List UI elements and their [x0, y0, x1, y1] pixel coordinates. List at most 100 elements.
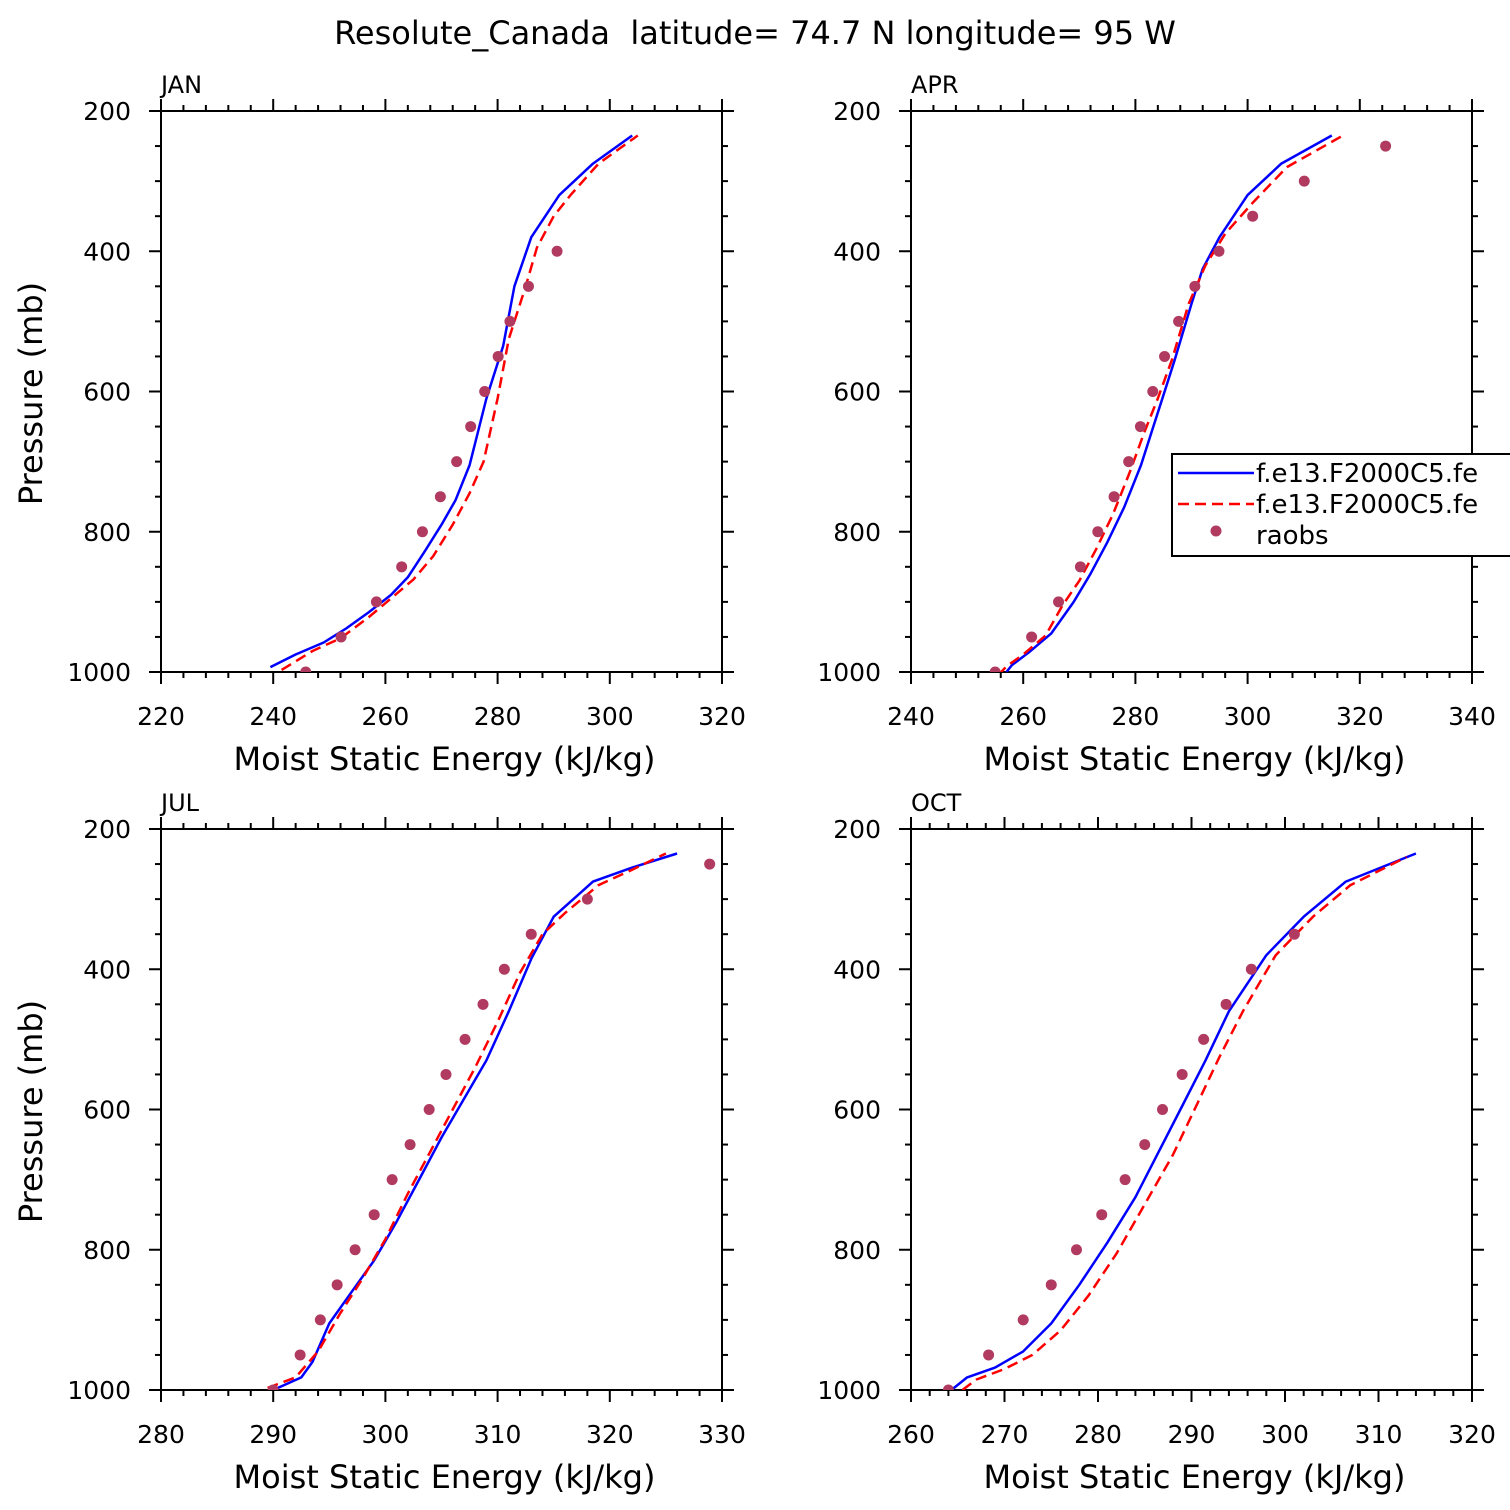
series-group: [269, 134, 639, 672]
raobs-point: [440, 1068, 452, 1080]
x-tick-label: 290: [249, 1420, 297, 1449]
x-tick-label: 270: [981, 1420, 1029, 1449]
x-tick-label: 280: [474, 702, 522, 731]
raobs-point: [434, 491, 446, 503]
raobs-point: [1096, 1209, 1108, 1221]
raobs-point: [294, 1349, 306, 1361]
raobs-point: [416, 526, 428, 538]
y-axis-label: Pressure (mb): [12, 282, 50, 505]
series-group: [942, 852, 1417, 1390]
raobs-point: [1026, 631, 1038, 643]
x-tick-label: 300: [1224, 702, 1272, 731]
raobs-point: [477, 998, 489, 1010]
y-tick-label: 400: [833, 955, 881, 984]
raobs-point: [459, 1033, 471, 1045]
y-tick-label: 1000: [817, 1376, 881, 1405]
raobs-point: [1070, 1244, 1082, 1256]
model-line-solid: [952, 852, 1417, 1390]
y-tick-label: 1000: [67, 1376, 131, 1405]
model-line-solid: [269, 134, 633, 669]
x-tick-label: 240: [249, 702, 297, 731]
raobs-point: [1159, 350, 1171, 362]
legend-label: raobs: [1256, 521, 1329, 551]
raobs-point: [386, 1174, 398, 1186]
x-tick-label: 260: [999, 702, 1047, 731]
x-tick-label: 320: [1448, 1420, 1496, 1449]
plot-frame: [160, 110, 723, 673]
y-tick-label: 400: [83, 237, 131, 266]
x-axis-label: Moist Static Energy (kJ/kg): [984, 740, 1406, 778]
raobs-point: [349, 1244, 361, 1256]
x-axis-label: Moist Static Energy (kJ/kg): [984, 1458, 1406, 1496]
raobs-point: [1213, 245, 1225, 257]
raobs-point: [1288, 928, 1300, 940]
y-tick-label: 800: [83, 518, 131, 547]
raobs-point: [983, 1349, 995, 1361]
raobs-point: [300, 666, 312, 672]
x-axis-label: Moist Static Energy (kJ/kg): [234, 740, 656, 778]
x-tick-label: 320: [586, 1420, 634, 1449]
x-tick-label: 280: [1112, 702, 1160, 731]
y-tick-label: 1000: [817, 658, 881, 687]
raobs-point: [267, 1384, 279, 1390]
raobs-point: [1298, 175, 1310, 187]
x-tick-label: 220: [137, 702, 185, 731]
legend-dot-marker: [1210, 525, 1222, 537]
x-tick-label: 240: [887, 702, 935, 731]
raobs-point: [368, 1209, 380, 1221]
raobs-point: [1157, 1104, 1169, 1115]
raobs-point: [1119, 1174, 1131, 1186]
raobs-point: [1380, 140, 1392, 152]
raobs-point: [989, 666, 1001, 672]
raobs-point: [1245, 963, 1257, 975]
raobs-point: [1092, 526, 1104, 538]
model-line-dashed: [280, 134, 639, 671]
raobs-point: [1139, 1139, 1151, 1151]
y-tick-label: 200: [833, 97, 881, 126]
x-tick-label: 320: [1336, 702, 1384, 731]
raobs-point: [1198, 1033, 1210, 1045]
y-tick-label: 200: [833, 815, 881, 844]
y-tick-label: 600: [833, 378, 881, 407]
series-group: [267, 852, 716, 1390]
x-tick-label: 280: [137, 1420, 185, 1449]
x-tick-label: 340: [1448, 702, 1496, 731]
plot-frame: [160, 828, 723, 1391]
x-tick-label: 260: [362, 702, 410, 731]
series-group: [989, 134, 1392, 672]
y-tick-label: 600: [83, 378, 131, 407]
y-tick-label: 400: [833, 237, 881, 266]
raobs-point: [1189, 280, 1201, 292]
raobs-point: [1045, 1279, 1057, 1291]
raobs-point: [335, 631, 347, 643]
panels: JAN 220 240 260 280 300 320 200 400 600 800 1000 Moi…: [12, 71, 1510, 1496]
raobs-point: [1108, 491, 1120, 503]
y-tick-label: 200: [83, 815, 131, 844]
panel-jul: JUL 280 290 300 310 320 330 200 400 600 800 1000 Moi…: [12, 789, 746, 1496]
plot-frame: [910, 110, 1473, 673]
x-tick-label: 260: [887, 1420, 935, 1449]
y-tick-label: 1000: [67, 658, 131, 687]
raobs-point: [404, 1139, 416, 1151]
model-line-solid: [1005, 134, 1333, 672]
x-tick-label: 300: [362, 1420, 410, 1449]
raobs-point: [1134, 421, 1146, 433]
x-tick-label: 330: [698, 1420, 746, 1449]
raobs-point: [504, 315, 516, 327]
y-tick-label: 800: [833, 1236, 881, 1265]
raobs-point: [1123, 456, 1135, 468]
x-tick-label: 290: [1168, 1420, 1216, 1449]
raobs-point: [1074, 561, 1086, 573]
raobs-point: [1053, 596, 1065, 608]
y-tick-label: 400: [83, 955, 131, 984]
legend-label: f.e13.F2000C5.fe: [1256, 490, 1478, 520]
plot-frame: [910, 828, 1473, 1391]
raobs-point: [1147, 386, 1159, 397]
panel-apr: APR 240 260 280 300 320 340 200 400 600 800 1000 Moi…: [817, 71, 1510, 778]
x-tick-label: 320: [698, 702, 746, 731]
raobs-point: [581, 893, 593, 905]
panel-title: JAN: [159, 71, 202, 99]
model-line-dashed: [267, 852, 667, 1390]
raobs-point: [396, 561, 408, 573]
